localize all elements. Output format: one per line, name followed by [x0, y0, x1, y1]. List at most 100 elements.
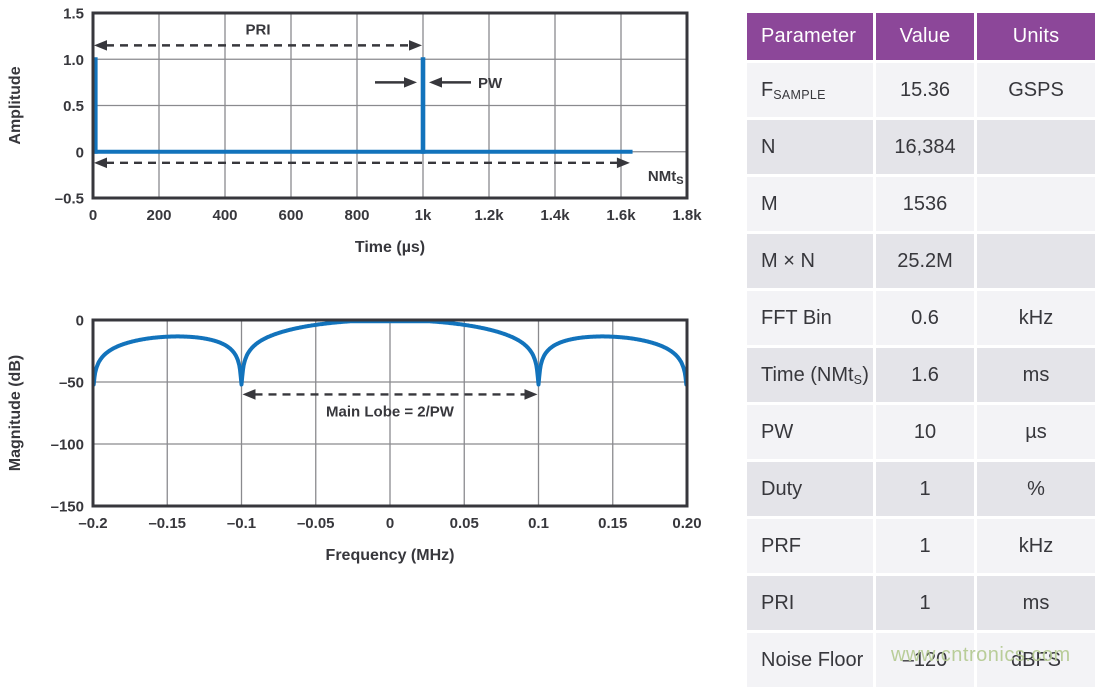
y-tick-label: –0.5	[55, 191, 84, 208]
col-header-units: Units	[977, 13, 1095, 60]
table-row: Time (NMtS) 1.6 ms	[747, 348, 1095, 402]
table-row: N 16,384	[747, 120, 1095, 174]
y-tick-label: 0.5	[63, 98, 84, 115]
arrowhead-icon	[242, 389, 256, 400]
x-tick-label: –0.2	[78, 515, 107, 532]
parameter-cell: Duty	[747, 462, 873, 516]
y-tick-label: –150	[51, 499, 84, 516]
annotation-label: PRI	[245, 21, 270, 38]
x-tick-label: –0.15	[148, 515, 186, 532]
units-cell: µs	[977, 405, 1095, 459]
table-row: PRF 1 kHz	[747, 519, 1095, 573]
watermark: www.cntronics.com	[891, 644, 1071, 666]
value-cell: 16,384	[876, 120, 974, 174]
frequency-domain-svg: –0.2 –0.15 –0.1 –0.05 0 0.05 0.1 0.15 0.20 0 –50 –1…	[7, 313, 702, 565]
y-tick-label: 1.0	[63, 52, 84, 69]
grid-lines	[93, 320, 687, 506]
units-cell: kHz	[977, 291, 1095, 345]
units-cell: %	[977, 462, 1095, 516]
parameter-cell: FFT Bin	[747, 291, 873, 345]
time-domain-svg: 0 200 400 600 800 1k 1.2k 1.4k 1.6k 1.8k 1.5 1.0 0.5…	[7, 6, 702, 257]
x-tick-label: 200	[146, 207, 171, 224]
col-header-value: Value	[876, 13, 974, 60]
x-tick-label: 0.20	[672, 515, 701, 532]
parameter-cell: M	[747, 177, 873, 231]
arrowhead-icon	[429, 77, 442, 88]
parameter-cell: PW	[747, 405, 873, 459]
plot-border	[91, 318, 689, 508]
pulse	[420, 57, 426, 154]
value-cell: 0.6	[876, 291, 974, 345]
x-tick-label: 1.2k	[474, 207, 504, 224]
units-cell: ms	[977, 348, 1095, 402]
arrowhead-icon	[616, 157, 630, 169]
value-cell: 1	[876, 519, 974, 573]
table-row: M 1536	[747, 177, 1095, 231]
value-cell: 1536	[876, 177, 974, 231]
parameter-cell: PRI	[747, 576, 873, 630]
x-tick-label: 1.4k	[540, 207, 570, 224]
time-domain-chart: 0 200 400 600 800 1k 1.2k 1.4k 1.6k 1.8k 1.5 1.0 0.5…	[0, 0, 720, 287]
value-cell: 25.2M	[876, 234, 974, 288]
parameter-table: Parameter Value Units FSAMPLE 15.36 GSPS N 1…	[744, 10, 1098, 690]
units-cell	[977, 234, 1095, 288]
table-header-row: Parameter Value Units	[747, 13, 1095, 60]
x-tick-label: –0.1	[227, 515, 256, 532]
parameter-cell: FSAMPLE	[747, 63, 873, 117]
y-axis-label: Magnitude (dB)	[7, 355, 24, 471]
x-tick-label: 1.6k	[606, 207, 636, 224]
arrowhead-icon	[524, 389, 538, 400]
x-tick-label: 0.05	[450, 515, 479, 532]
units-cell	[977, 177, 1095, 231]
x-tick-label: 400	[212, 207, 237, 224]
arrowhead-icon	[404, 77, 417, 88]
units-cell: kHz	[977, 519, 1095, 573]
x-axis-label: Frequency (MHz)	[326, 547, 455, 564]
grid-lines	[93, 13, 687, 198]
frequency-domain-chart: –0.2 –0.15 –0.1 –0.05 0 0.05 0.1 0.15 0.20 0 –50 –1…	[0, 285, 720, 590]
value-cell: 15.36	[876, 63, 974, 117]
x-tick-label: 0	[89, 207, 97, 224]
annotation-label: NMtS	[648, 168, 684, 187]
x-tick-label: 0.1	[528, 515, 549, 532]
parameter-cell: M × N	[747, 234, 873, 288]
parameter-cell: Noise Floor	[747, 633, 873, 687]
x-tick-label: –0.05	[297, 515, 335, 532]
table-row: FSAMPLE 15.36 GSPS	[747, 63, 1095, 117]
parameter-cell: PRF	[747, 519, 873, 573]
y-tick-label: –100	[51, 437, 84, 454]
x-tick-label: 600	[278, 207, 303, 224]
arrowhead-icon	[409, 40, 422, 51]
x-tick-label: 0	[386, 515, 394, 532]
value-cell: 1	[876, 576, 974, 630]
y-axis-label: Amplitude	[7, 66, 24, 144]
pulse	[93, 57, 98, 154]
plot-border	[91, 11, 689, 200]
y-tick-label: 0	[76, 144, 84, 161]
x-tick-label: 0.15	[598, 515, 627, 532]
x-axis-label: Time (µs)	[355, 239, 425, 256]
units-cell: GSPS	[977, 63, 1095, 117]
table-row: FFT Bin 0.6 kHz	[747, 291, 1095, 345]
x-tick-label: 1k	[415, 207, 432, 224]
annotation-label: Main Lobe = 2/PW	[326, 403, 455, 420]
table-row: PW 10 µs	[747, 405, 1095, 459]
table-row: M × N 25.2M	[747, 234, 1095, 288]
x-tick-label: 800	[344, 207, 369, 224]
units-cell	[977, 120, 1095, 174]
arrowhead-icon	[94, 157, 107, 169]
value-cell: 10	[876, 405, 974, 459]
parameter-cell: N	[747, 120, 873, 174]
annotation-label: PW	[478, 75, 503, 92]
arrowhead-icon	[94, 40, 107, 51]
units-cell: ms	[977, 576, 1095, 630]
table-row: PRI 1 ms	[747, 576, 1095, 630]
value-cell: 1.6	[876, 348, 974, 402]
y-tick-label: 1.5	[63, 6, 84, 23]
table-row: Duty 1%	[747, 462, 1095, 516]
y-tick-label: –50	[59, 375, 84, 392]
y-tick-label: 0	[76, 313, 84, 330]
x-tick-label: 1.8k	[672, 207, 702, 224]
parameter-cell: Time (NMtS)	[747, 348, 873, 402]
col-header-parameter: Parameter	[747, 13, 873, 60]
